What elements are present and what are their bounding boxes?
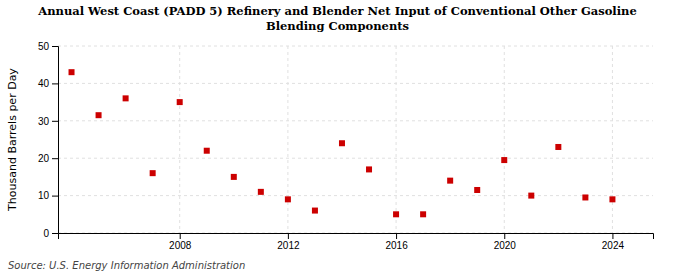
tick-mark: [52, 196, 58, 197]
point: [339, 140, 345, 146]
plot: 2008 2012 2016 2020 2024 0 10 20 30 40 50: [38, 41, 654, 251]
x-tick: 2008: [169, 233, 192, 251]
point: [474, 187, 480, 193]
point: [555, 144, 561, 150]
x-tick: 2016: [385, 233, 408, 251]
tick-mark: [396, 233, 397, 239]
point: [123, 95, 129, 101]
tick-mark: [612, 233, 613, 239]
tick-label: 10: [38, 190, 50, 201]
point: [312, 208, 318, 214]
tick-mark: [52, 233, 58, 234]
tick-label: 0: [43, 228, 49, 239]
axis-line: [59, 234, 654, 240]
grid-line: [504, 46, 505, 233]
tick-mark: [180, 233, 181, 239]
source: Source: U.S. Energy Information Administ…: [8, 260, 245, 271]
chart: 2008 2012 2016 2020 2024 0 10 20 30 40 50 Thousand …: [0, 0, 675, 275]
tick-label: 50: [38, 41, 50, 52]
tick-label: 2024: [602, 240, 625, 251]
y-tick: 0: [43, 228, 58, 239]
grid-line: [396, 46, 397, 233]
y-tick: 40: [38, 78, 58, 89]
grid-line: [58, 195, 653, 196]
y-tick: 50: [38, 41, 58, 52]
x-tick: 2012: [277, 233, 300, 251]
y-tick: 20: [38, 153, 58, 164]
grid-line: [58, 46, 653, 47]
point: [393, 211, 399, 217]
point: [582, 194, 588, 200]
tick-mark: [52, 121, 58, 122]
points: [69, 69, 616, 217]
point: [231, 174, 237, 180]
grid-line: [612, 46, 613, 233]
tick-label: 2016: [385, 240, 408, 251]
point: [69, 69, 75, 75]
tick-mark: [52, 158, 58, 159]
point: [366, 166, 372, 172]
point: [609, 196, 615, 202]
point: [204, 148, 210, 154]
title: Annual West Coast (PADD 5) Refinery and …: [37, 4, 636, 33]
y-axis-title: Thousand Barrels per Day: [6, 68, 19, 212]
y-tick: 10: [38, 190, 58, 201]
tick-mark: [504, 233, 505, 239]
grid-line: [58, 83, 653, 84]
x-axis: 2008 2012 2016 2020 2024: [59, 233, 654, 251]
tick-label: 2008: [169, 240, 192, 251]
grid-line: [58, 120, 653, 121]
point: [501, 157, 507, 163]
point: [420, 211, 426, 217]
grid-line: [58, 158, 653, 159]
tick-mark: [288, 233, 289, 239]
point: [177, 99, 183, 105]
tick-mark: [52, 46, 58, 47]
point: [528, 193, 534, 199]
y-tick: 30: [38, 116, 58, 127]
x-tick: 2020: [494, 233, 517, 251]
tick-label: 30: [38, 116, 50, 127]
grid-line: [179, 46, 180, 233]
point: [150, 170, 156, 176]
tick-label: 40: [38, 78, 50, 89]
tick-label: 2012: [277, 240, 300, 251]
x-tick: 2024: [602, 233, 625, 251]
tick-mark: [52, 83, 58, 84]
tick-label: 2020: [494, 240, 517, 251]
y-axis: 0 10 20 30 40 50: [38, 41, 59, 239]
axis-line: [52, 47, 59, 234]
grid-line: [287, 46, 288, 233]
tick-label: 20: [38, 153, 50, 164]
point: [258, 189, 264, 195]
point: [447, 178, 453, 184]
grid: [58, 46, 653, 233]
point: [285, 196, 291, 202]
point: [96, 112, 102, 118]
